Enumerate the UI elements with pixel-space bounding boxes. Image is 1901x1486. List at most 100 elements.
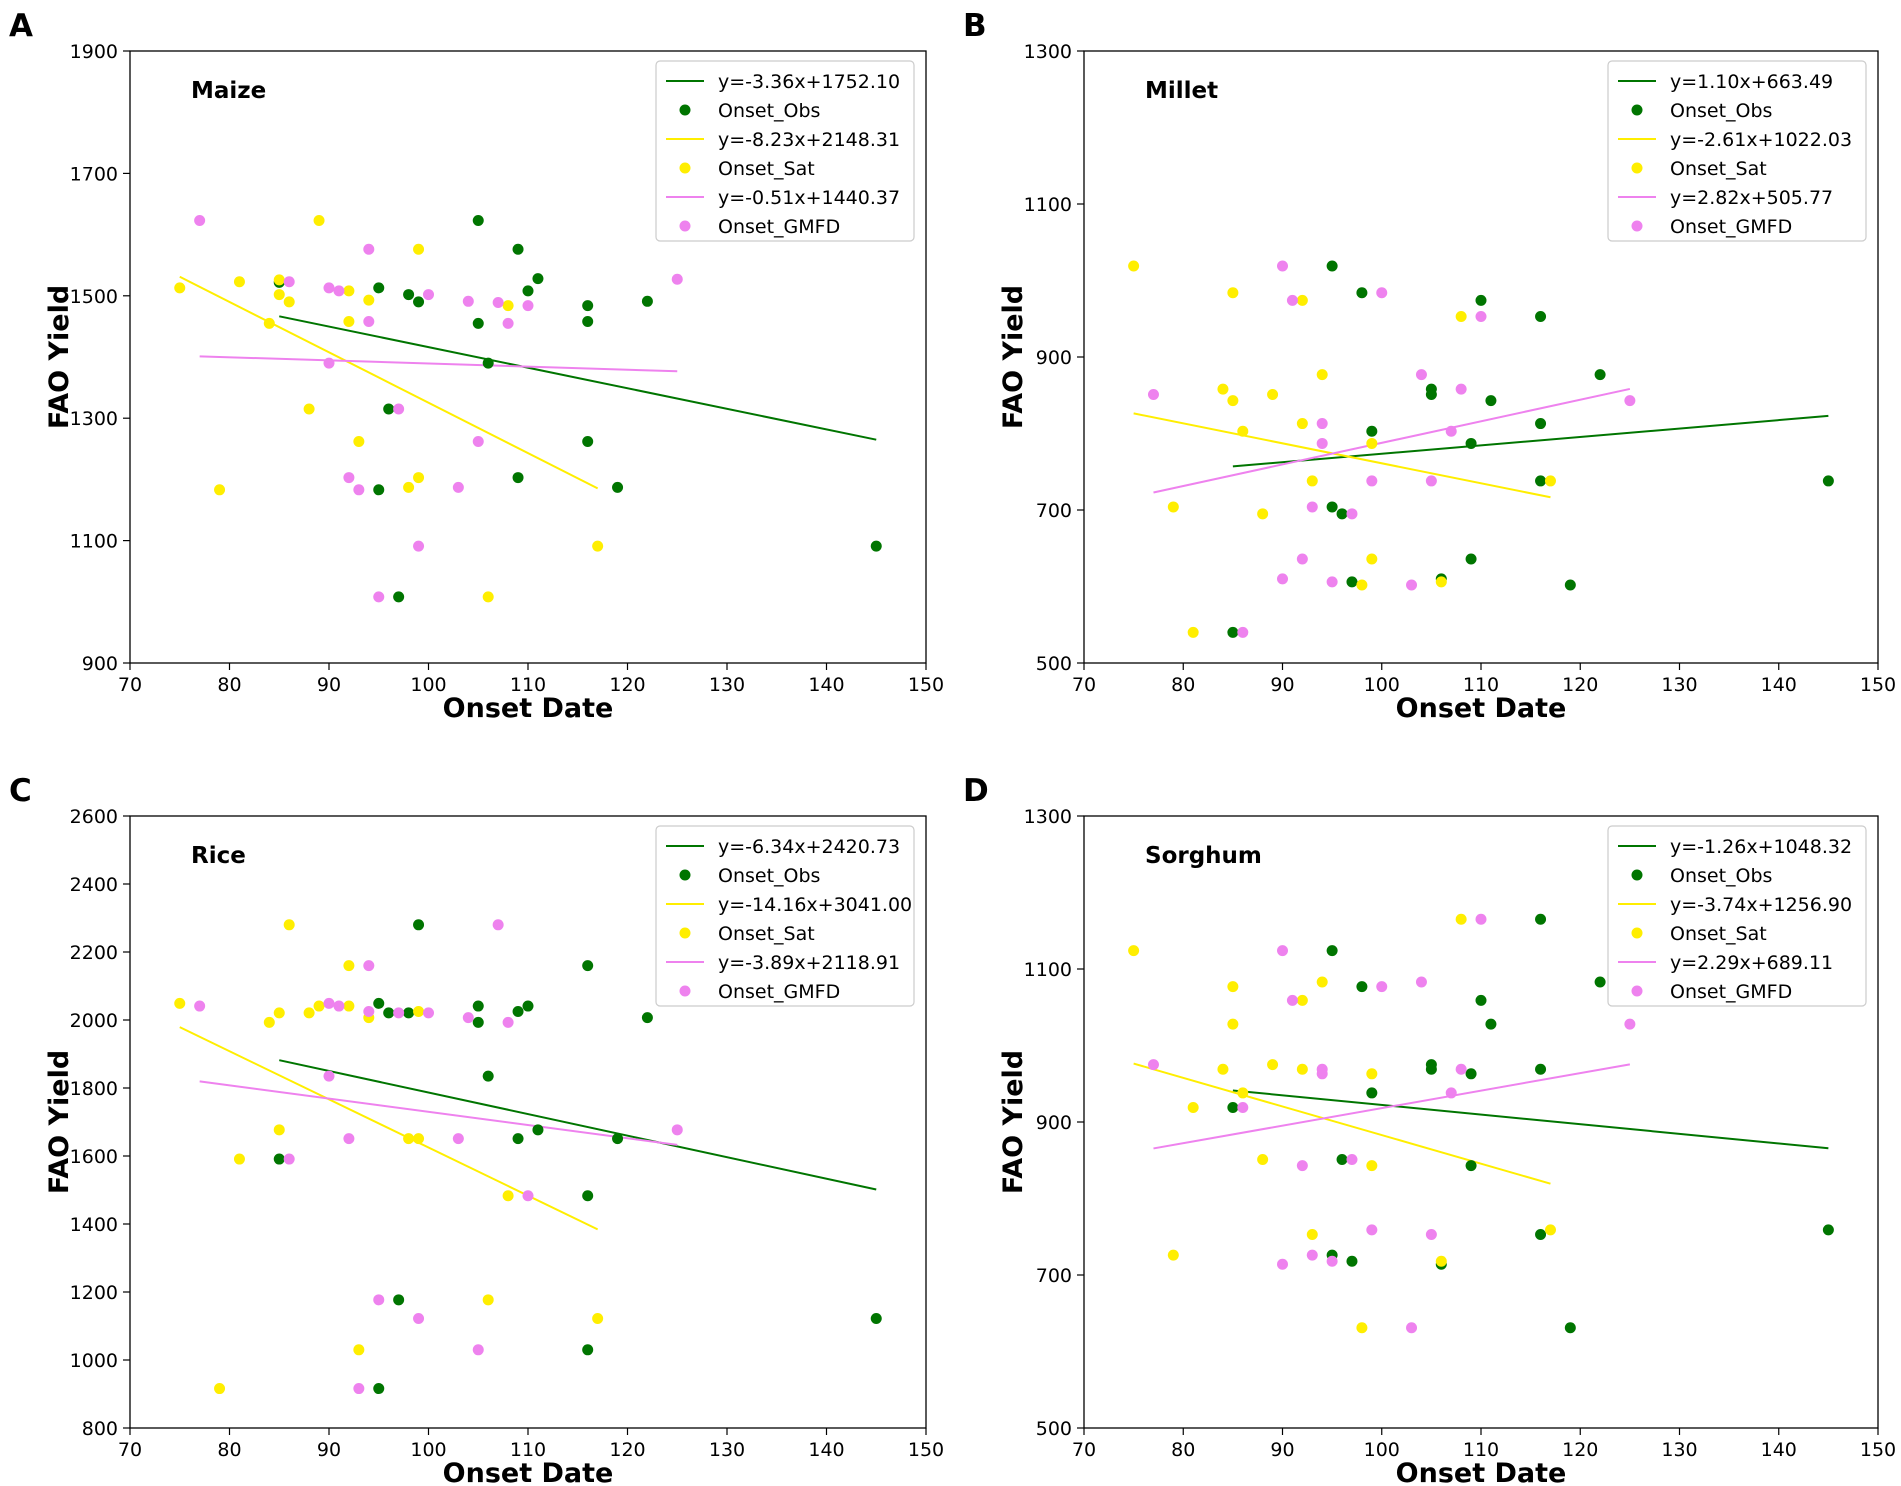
point-sat bbox=[1167, 1249, 1179, 1261]
point-gmfd bbox=[323, 282, 335, 294]
point-gmfd bbox=[502, 317, 514, 329]
panel-c: C 70 80 90 100 110 120 130 140 150 800 1000 1200 1400… bbox=[9, 773, 944, 1486]
legend-box bbox=[1607, 60, 1867, 242]
point-obs bbox=[1535, 1228, 1547, 1240]
point-gmfd bbox=[492, 919, 504, 931]
point-sat bbox=[363, 294, 375, 306]
x-tick-label: 90 bbox=[1270, 1439, 1294, 1461]
point-gmfd bbox=[333, 1000, 345, 1012]
point-sat bbox=[1267, 1059, 1279, 1071]
point-obs bbox=[1465, 553, 1477, 565]
point-sat bbox=[1455, 913, 1467, 925]
point-obs bbox=[1822, 475, 1834, 487]
point-sat bbox=[1455, 310, 1467, 322]
point-gmfd bbox=[1475, 310, 1487, 322]
legend-fit-label: y=-2.61x+1022.03 bbox=[1670, 129, 1852, 151]
point-gmfd bbox=[1316, 418, 1328, 430]
x-tick-label: 120 bbox=[609, 1439, 645, 1461]
point-obs bbox=[512, 472, 524, 484]
point-gmfd bbox=[333, 285, 345, 297]
legend-marker-swatch bbox=[1631, 104, 1643, 116]
legend-marker-swatch bbox=[679, 927, 691, 939]
y-tick-label: 1000 bbox=[70, 1350, 118, 1372]
y-tick-label: 900 bbox=[1036, 1112, 1072, 1134]
point-gmfd bbox=[1277, 945, 1288, 957]
point-sat bbox=[1366, 437, 1378, 449]
point-sat bbox=[1296, 1063, 1308, 1075]
point-gmfd bbox=[1286, 294, 1298, 306]
point-gmfd bbox=[343, 1133, 355, 1145]
point-gmfd bbox=[452, 481, 464, 493]
point-obs bbox=[582, 1190, 594, 1202]
point-sat bbox=[303, 1007, 315, 1019]
panel-letter: C bbox=[9, 773, 32, 809]
point-sat bbox=[263, 317, 275, 329]
point-sat bbox=[1227, 1018, 1239, 1030]
point-gmfd bbox=[1286, 994, 1298, 1006]
x-tick-label: 110 bbox=[510, 674, 546, 696]
point-obs bbox=[393, 591, 405, 603]
point-sat bbox=[1237, 1087, 1249, 1099]
point-gmfd bbox=[1455, 383, 1467, 395]
point-sat bbox=[1257, 1153, 1269, 1165]
point-gmfd bbox=[462, 295, 474, 307]
fit-line-obs bbox=[279, 315, 877, 441]
y-axis-label: FAO Yield bbox=[998, 1050, 1029, 1194]
legend-series-label: Onset_Obs bbox=[1670, 100, 1772, 122]
x-tick-label: 130 bbox=[709, 1439, 745, 1461]
fit-line-sat bbox=[1133, 412, 1551, 499]
y-tick-label: 800 bbox=[82, 1418, 118, 1440]
fit-line-gmfd bbox=[199, 1080, 678, 1146]
point-gmfd bbox=[1277, 1258, 1288, 1270]
point-sat bbox=[233, 1153, 245, 1165]
panel-letter: B bbox=[963, 8, 987, 44]
point-obs bbox=[1336, 1153, 1348, 1165]
point-gmfd bbox=[472, 1344, 484, 1356]
point-sat bbox=[343, 316, 355, 328]
legend: y=-6.34x+2420.73 Onset_Obs y=-14.16x+3041.… bbox=[655, 825, 915, 1007]
point-gmfd bbox=[413, 1313, 425, 1325]
legend-marker-swatch bbox=[679, 985, 691, 997]
point-obs bbox=[1535, 913, 1547, 925]
point-obs bbox=[273, 1153, 285, 1165]
point-obs bbox=[582, 300, 594, 312]
point-sat bbox=[273, 274, 285, 286]
point-gmfd bbox=[363, 960, 375, 972]
point-sat bbox=[273, 1007, 285, 1019]
y-axis-label: FAO Yield bbox=[998, 285, 1029, 429]
y-tick-label: 1100 bbox=[70, 531, 118, 553]
y-tick-label: 1100 bbox=[1024, 194, 1072, 216]
y-tick-label: 1300 bbox=[1024, 41, 1072, 63]
point-obs bbox=[641, 1012, 653, 1024]
y-tick-label: 700 bbox=[1036, 1265, 1072, 1287]
crop-title: Maize bbox=[191, 78, 266, 104]
point-obs bbox=[403, 289, 415, 301]
point-sat bbox=[1316, 976, 1328, 988]
point-obs bbox=[1366, 1087, 1378, 1099]
x-tick-label: 70 bbox=[1072, 1439, 1096, 1461]
point-gmfd bbox=[1316, 437, 1328, 449]
point-sat bbox=[403, 481, 415, 493]
point-sat bbox=[273, 1124, 285, 1136]
point-sat bbox=[1217, 383, 1229, 395]
x-axis-label: Onset Date bbox=[443, 1458, 614, 1486]
point-gmfd bbox=[1237, 626, 1249, 638]
point-gmfd bbox=[353, 484, 365, 496]
point-gmfd bbox=[452, 1133, 464, 1145]
point-gmfd bbox=[1277, 260, 1288, 272]
point-obs bbox=[1465, 1160, 1477, 1172]
point-gmfd bbox=[373, 591, 385, 603]
legend-fit-label: y=2.29x+689.11 bbox=[1670, 952, 1833, 974]
point-obs bbox=[413, 296, 425, 308]
y-tick-label: 1900 bbox=[70, 41, 118, 63]
legend-marker-swatch bbox=[679, 220, 691, 232]
point-gmfd bbox=[1326, 1255, 1338, 1267]
x-tick-label: 90 bbox=[317, 674, 341, 696]
x-tick-label: 150 bbox=[1860, 674, 1896, 696]
point-gmfd bbox=[472, 435, 484, 447]
point-gmfd bbox=[423, 289, 434, 301]
legend-fit-label: y=-8.23x+2148.31 bbox=[718, 129, 900, 151]
fit-line-obs bbox=[1232, 1089, 1829, 1150]
point-gmfd bbox=[1326, 576, 1338, 588]
